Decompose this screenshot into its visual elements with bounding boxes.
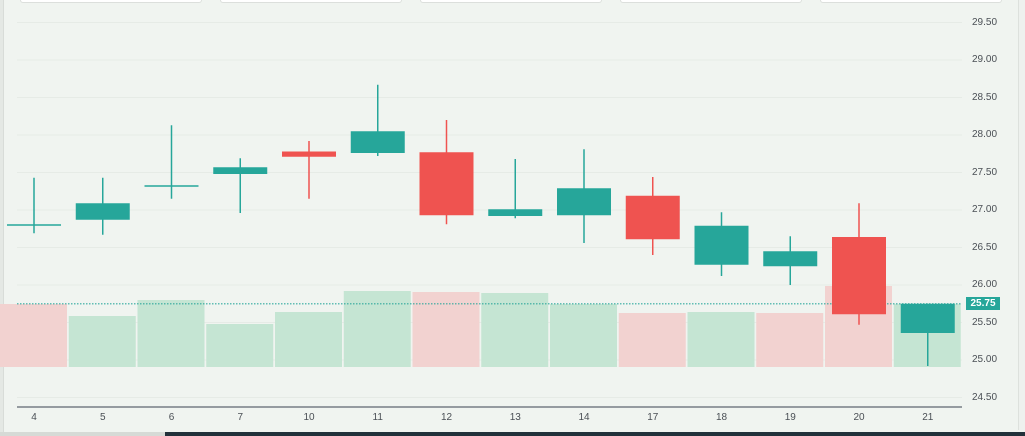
x-tick-label: 12 <box>440 412 453 423</box>
x-tick-label: 10 <box>303 412 315 423</box>
y-tick-label: 26.00 <box>972 279 998 290</box>
volume-bar <box>206 324 274 367</box>
top-tab-3[interactable] <box>420 0 602 3</box>
candle-body <box>75 203 130 220</box>
candle-body <box>625 195 680 240</box>
y-tick-label: 26.50 <box>972 241 998 253</box>
volume-bar <box>756 313 824 367</box>
volume-bar <box>0 304 67 367</box>
y-tick-label: 25.50 <box>972 316 998 328</box>
left-panel-edge <box>0 0 4 436</box>
y-tick-label: 29.00 <box>972 54 998 65</box>
x-tick-label: 14 <box>578 412 590 423</box>
volume-bar <box>687 312 755 367</box>
candle-body <box>144 185 199 187</box>
y-tick-label: 25.00 <box>972 354 998 365</box>
candle-body <box>694 225 749 265</box>
y-tick-label: 27.00 <box>972 204 998 215</box>
candle-body <box>7 224 61 226</box>
y-tick-label: 24.50 <box>972 391 998 403</box>
candle-body <box>900 303 955 333</box>
volume-bar <box>550 304 617 367</box>
volume-bar <box>275 312 342 367</box>
x-tick-label: 19 <box>784 412 796 423</box>
x-tick-label: 18 <box>715 412 728 423</box>
volume-bar <box>343 291 411 367</box>
candle-body <box>488 209 543 216</box>
x-tick-label: 6 <box>168 412 175 423</box>
x-tick-label: 21 <box>922 412 934 423</box>
x-tick-label: 7 <box>237 412 244 423</box>
volume-bar <box>618 313 686 367</box>
candle-body <box>832 237 886 315</box>
x-tick-label: 20 <box>853 412 865 423</box>
top-tab-5[interactable] <box>820 0 1002 3</box>
y-tick-label: 28.50 <box>972 91 998 103</box>
candle-body <box>557 188 611 216</box>
y-tick-label: 27.50 <box>972 166 998 178</box>
y-tick-label: 29.50 <box>972 16 998 28</box>
candle-body <box>350 131 405 153</box>
last-price-tag: 25.75 <box>966 297 1000 310</box>
candle-body <box>763 251 818 267</box>
x-tick-label: 11 <box>372 412 383 423</box>
x-tick-label: 13 <box>509 412 521 423</box>
volume-bar <box>137 300 205 367</box>
volume-bar <box>68 316 136 367</box>
x-tick-label: 4 <box>31 412 37 423</box>
candle-body <box>419 152 474 216</box>
time-scrollbar-thumb[interactable] <box>165 432 1025 436</box>
x-tick-label: 17 <box>647 412 659 423</box>
x-tick-label: 5 <box>99 412 106 423</box>
y-tick-label: 28.00 <box>972 129 998 140</box>
top-tab-1[interactable] <box>20 0 202 3</box>
candle-body <box>213 167 268 174</box>
top-tab-4[interactable] <box>620 0 802 3</box>
right-scroll-edge[interactable] <box>1018 0 1025 430</box>
candle-body <box>282 151 336 157</box>
volume-bar <box>481 293 549 367</box>
top-tab-2[interactable] <box>220 0 402 3</box>
